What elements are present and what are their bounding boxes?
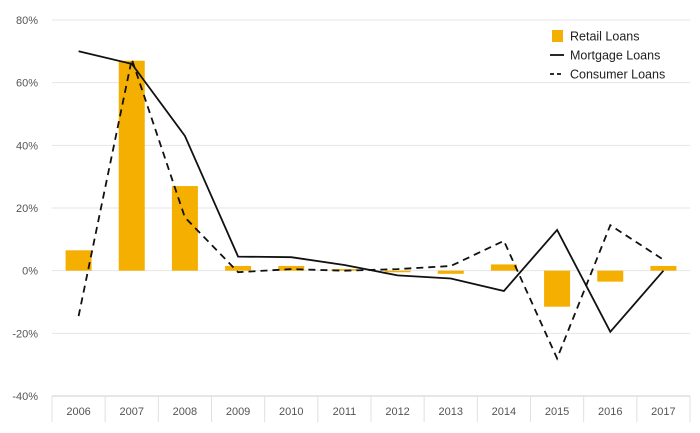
retail-loans-legend-label: Retail Loans — [570, 30, 640, 44]
retail-loans-legend-swatch — [552, 30, 563, 42]
series-lines — [77, 50, 665, 361]
y-tick-label: -40% — [12, 391, 38, 403]
retail-loans-bar — [650, 265, 677, 271]
x-tick-label: 2014 — [492, 406, 516, 418]
x-tick-label: 2016 — [598, 406, 622, 418]
x-tick-label: 2009 — [226, 406, 250, 418]
x-axis: 2006 2007 2008 2009 2010 2011 2012 2013 2014 2015… — [51, 395, 691, 422]
retail-loans-bar — [171, 186, 198, 271]
retail-loans-bar — [597, 270, 624, 282]
y-tick-label: 60% — [16, 78, 38, 90]
retail-loans-bar — [118, 60, 145, 271]
consumer-loans-line — [77, 55, 664, 361]
mortgage-loans-legend-label: Mortgage Loans — [570, 49, 660, 63]
y-tick-label: 20% — [16, 203, 38, 215]
retail-loans-bar — [490, 264, 517, 271]
retail-loans-bars — [65, 60, 677, 307]
x-tick-label: 2010 — [279, 406, 303, 418]
y-axis: -40% -20% 0% 20% 40% 60% 80% — [12, 15, 38, 403]
y-tick-label: 40% — [16, 140, 38, 152]
retail-loans-bar — [544, 270, 571, 307]
retail-loans-bar — [65, 250, 92, 271]
y-tick-label: 80% — [16, 15, 38, 27]
retail-loans-bar — [437, 270, 464, 274]
retail-loans-bar — [225, 265, 252, 271]
x-tick-label: 2008 — [173, 406, 197, 418]
x-tick-label: 2013 — [439, 406, 463, 418]
y-tick-label: -20% — [12, 328, 38, 340]
mortgage-loans-line — [78, 50, 665, 334]
y-tick-label: 0% — [22, 266, 38, 278]
x-tick-label: 2017 — [651, 406, 675, 418]
retail-loans-bar — [384, 270, 411, 273]
x-tick-label: 2007 — [120, 406, 144, 418]
x-tick-label: 2011 — [333, 406, 357, 418]
legend: Retail Loans Mortgage Loans Consumer Loans — [550, 30, 665, 82]
consumer-loans-legend-label: Consumer Loans — [570, 68, 665, 82]
x-tick-label: 2012 — [385, 406, 409, 418]
x-tick-label: 2015 — [545, 406, 569, 418]
x-tick-label: 2006 — [66, 406, 90, 418]
